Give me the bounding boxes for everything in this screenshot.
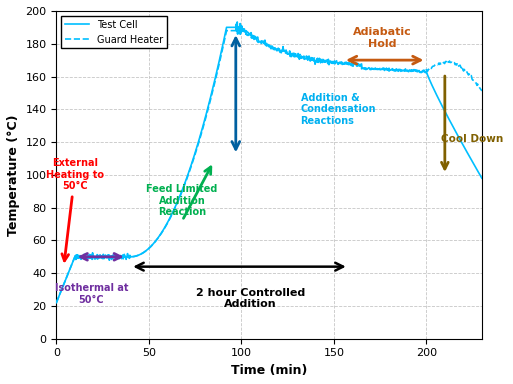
Test Cell	[113, 254, 120, 258]
Test Cell	[479, 176, 485, 180]
Test Cell	[233, 27, 239, 32]
Text: Isothermal at
50°C: Isothermal at 50°C	[55, 283, 128, 305]
Line: Test Cell: Test Cell	[56, 22, 482, 303]
Guard Heater	[388, 66, 394, 71]
Test Cell	[234, 20, 240, 24]
Guard Heater	[233, 25, 239, 30]
Guard Heater	[271, 47, 278, 52]
X-axis label: Time (min): Time (min)	[231, 364, 307, 377]
Guard Heater	[194, 146, 200, 151]
Guard Heater	[93, 255, 100, 260]
Line: Guard Heater: Guard Heater	[56, 27, 482, 303]
Test Cell	[271, 46, 278, 50]
Guard Heater	[462, 68, 468, 73]
Text: 2 hour Controlled
Addition: 2 hour Controlled Addition	[196, 288, 305, 309]
Text: Feed Limited
Addition
Reaction: Feed Limited Addition Reaction	[146, 184, 218, 217]
Guard Heater	[53, 300, 60, 305]
Legend: Test Cell, Guard Heater: Test Cell, Guard Heater	[61, 16, 167, 48]
Y-axis label: Temperature (°C): Temperature (°C)	[7, 114, 20, 236]
Text: Cool Down: Cool Down	[441, 134, 503, 144]
Test Cell	[70, 258, 76, 263]
Test Cell	[138, 252, 144, 256]
Guard Heater	[447, 60, 453, 65]
Test Cell	[53, 300, 60, 305]
Text: External
Heating to
50°C: External Heating to 50°C	[46, 158, 104, 261]
Text: Adiabatic
Hold: Adiabatic Hold	[352, 27, 411, 49]
Test Cell	[468, 158, 475, 162]
Guard Heater	[479, 89, 485, 93]
Text: Addition &
Condensation
Reactions: Addition & Condensation Reactions	[301, 93, 376, 126]
